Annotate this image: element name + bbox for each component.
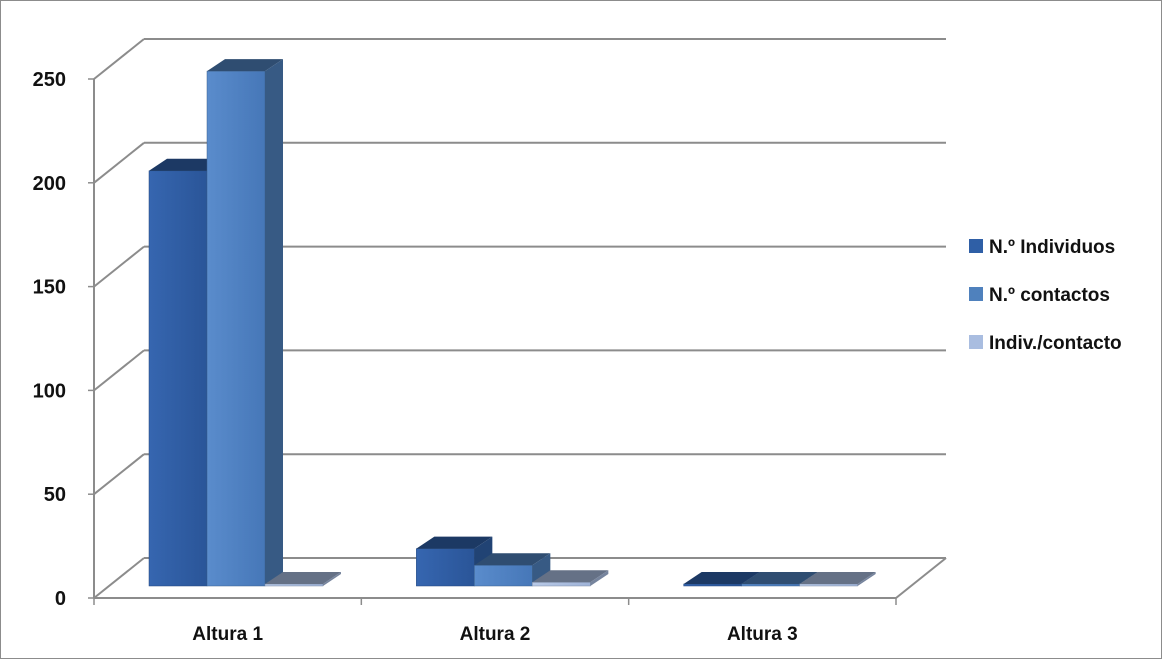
bar-side	[857, 572, 876, 586]
legend-item: Indiv./contacto	[969, 333, 1122, 354]
bar-front	[683, 583, 742, 587]
bar-top	[149, 158, 225, 171]
bar	[416, 536, 493, 587]
bar	[264, 572, 341, 587]
legend-swatch	[969, 335, 983, 349]
legend-label: Indiv./contacto	[989, 333, 1122, 354]
bar-side	[265, 59, 283, 587]
gridline-depth	[93, 453, 145, 495]
y-tick-label: 100	[33, 380, 66, 402]
legend-label: N.º contactos	[989, 285, 1110, 306]
bar-top	[265, 572, 341, 584]
y-tick-label: 250	[33, 69, 66, 91]
gridline-depth	[93, 557, 145, 599]
legend-item: N.º Individuos	[969, 237, 1115, 258]
legend-swatch	[969, 239, 983, 253]
bar	[206, 59, 283, 587]
bar-top	[207, 59, 283, 72]
bar-front	[264, 583, 324, 587]
bar-top	[416, 536, 493, 549]
legend: N.º Individuos N.º contactos Indiv./contac…	[969, 237, 1122, 354]
bar-top	[741, 572, 818, 584]
bar-front	[799, 583, 858, 587]
bar-top	[799, 572, 876, 584]
y-tick-label: 0	[55, 588, 66, 610]
bar-side	[323, 572, 341, 586]
gridline-depth	[93, 38, 145, 80]
x-category-label: Altura 2	[460, 624, 531, 645]
bar-top	[683, 572, 760, 584]
gridline-depth	[93, 349, 145, 392]
bar-front	[532, 582, 591, 587]
x-category-label: Altura 1	[192, 624, 263, 645]
bar-front	[206, 70, 266, 587]
bar	[799, 572, 876, 587]
x-category-label: Altura 3	[727, 624, 798, 645]
bar	[474, 553, 551, 587]
bar-side	[590, 570, 609, 586]
bar	[532, 570, 609, 587]
floor-edge	[895, 557, 947, 599]
y-tick-label: 150	[33, 277, 66, 299]
y-tick-label: 50	[44, 484, 66, 506]
legend-swatch	[969, 287, 983, 301]
bar-top	[474, 553, 551, 566]
bar-front	[741, 583, 800, 587]
y-tick-label: 200	[33, 173, 66, 195]
gridline-depth	[93, 245, 145, 288]
gridline-depth	[93, 142, 145, 184]
axes: 0 50 100 150 200 250 Altura 1 Altura 2 Altura 3	[33, 69, 947, 645]
legend-item: N.º contactos	[969, 285, 1110, 306]
legend-label: N.º Individuos	[989, 237, 1115, 258]
bars	[148, 59, 876, 587]
bar-front	[148, 170, 208, 587]
bar-front	[416, 548, 475, 587]
bar-side	[532, 553, 551, 586]
bar-top	[532, 570, 609, 583]
bar-front	[474, 564, 533, 587]
